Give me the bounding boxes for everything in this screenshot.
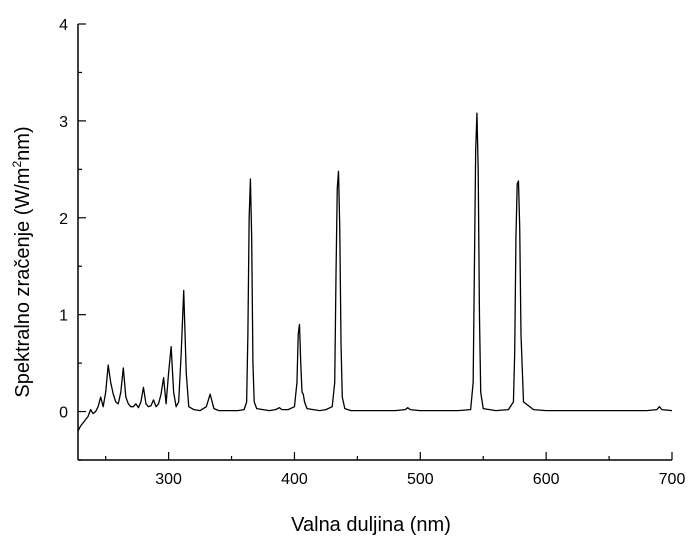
y-axis-title-suffix: nm)	[12, 126, 34, 160]
y-axis: 0 1 2 3 4	[59, 17, 86, 461]
y-axis-title-superscript: 2	[10, 161, 24, 168]
plot-area	[77, 112, 673, 432]
y-tick-label: 2	[59, 211, 68, 228]
spectrum-line	[77, 112, 673, 432]
y-tick-label: 0	[59, 405, 68, 422]
y-tick-label: 4	[59, 17, 68, 34]
x-axis-title: Valna duljina (nm)	[291, 514, 451, 536]
y-axis-title: Spektralno zračenje (W/m2nm)	[10, 126, 34, 397]
y-tick-label: 1	[59, 308, 68, 325]
y-axis-title-prefix: Spektralno zračenje (W/m	[12, 168, 34, 398]
x-tick-label: 700	[659, 471, 686, 488]
x-axis: 300 400 500 600 700	[78, 452, 685, 488]
x-tick-label: 500	[407, 471, 434, 488]
x-tick-label: 400	[281, 471, 308, 488]
y-tick-label: 3	[59, 114, 68, 131]
x-tick-label: 300	[155, 471, 182, 488]
x-tick-label: 600	[533, 471, 560, 488]
